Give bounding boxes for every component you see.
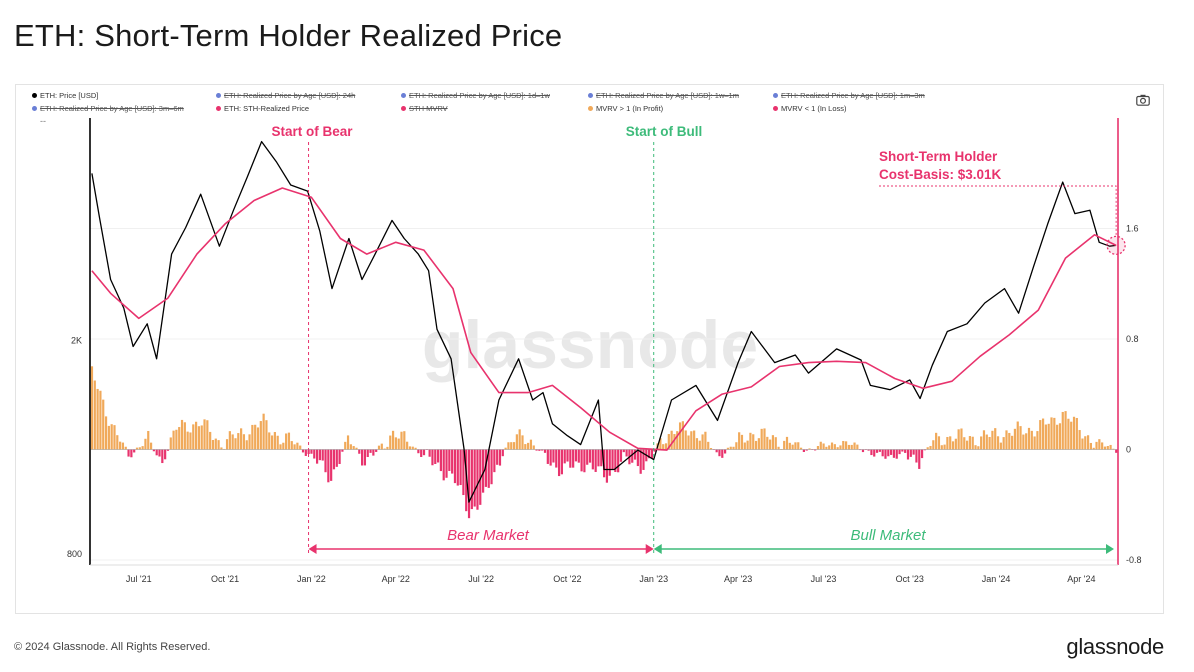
legend-item-24h[interactable]: ETH: Realized Price by Age [USD]: 24h	[216, 91, 355, 100]
legend-dot-icon	[216, 93, 221, 98]
legend-dot-icon	[773, 93, 778, 98]
legend-dot-icon	[216, 106, 221, 111]
legend-dot-icon	[401, 106, 406, 111]
legend-label: ETH: Realized Price by Age [USD]: 1d–1w	[409, 91, 550, 100]
legend-item-price[interactable]: ETH: Price [USD]	[32, 91, 98, 100]
legend-label: ETH: Realized Price by Age [USD]: 1w–1m	[596, 91, 739, 100]
legend-item-sth-mvrv[interactable]: STH MVRV	[401, 104, 448, 113]
legend-label: STH MVRV	[409, 104, 448, 113]
legend-label: ETH: Realized Price by Age [USD]: 24h	[224, 91, 356, 100]
legend-collapse-toggle[interactable]: --	[40, 116, 46, 126]
legend-dot-icon	[588, 106, 593, 111]
page-title: ETH: Short-Term Holder Realized Price	[14, 18, 563, 53]
legend-label: ETH: Realized Price by Age [USD]: 1m–3m	[781, 91, 925, 100]
legend-item-loss[interactable]: MVRV < 1 (In Loss)	[773, 104, 847, 113]
legend-dot-icon	[588, 93, 593, 98]
brand-logo: glassnode	[1066, 634, 1164, 659]
legend-dot-icon	[32, 106, 37, 111]
legend-label: ETH: Price [USD]	[40, 91, 99, 100]
legend-label: MVRV > 1 (In Profit)	[596, 104, 664, 113]
legend-dot-icon	[773, 106, 778, 111]
legend-dot-icon	[32, 93, 37, 98]
legend-item-profit[interactable]: MVRV > 1 (In Profit)	[588, 104, 663, 113]
legend-item-1w1m[interactable]: ETH: Realized Price by Age [USD]: 1w–1m	[588, 91, 739, 100]
legend: ETH: Price [USD] ETH: Realized Price by …	[16, 85, 1156, 115]
copyright: © 2024 Glassnode. All Rights Reserved.	[14, 641, 211, 653]
legend-dot-icon	[401, 93, 406, 98]
legend-item-3m6m[interactable]: ETH: Realized Price by Age [USD]: 3m–6m	[32, 104, 184, 113]
legend-item-1d1w[interactable]: ETH: Realized Price by Age [USD]: 1d–1w	[401, 91, 550, 100]
legend-label: ETH: Realized Price by Age [USD]: 3m–6m	[40, 104, 184, 113]
legend-item-1m3m[interactable]: ETH: Realized Price by Age [USD]: 1m–3m	[773, 91, 925, 100]
chart-panel: ETH: Price [USD] ETH: Realized Price by …	[15, 84, 1164, 614]
camera-icon[interactable]	[1136, 94, 1150, 106]
legend-label: ETH: STH-Realized Price	[224, 104, 310, 113]
legend-item-sth-realized[interactable]: ETH: STH-Realized Price	[216, 104, 309, 113]
legend-label: MVRV < 1 (In Loss)	[781, 104, 847, 113]
